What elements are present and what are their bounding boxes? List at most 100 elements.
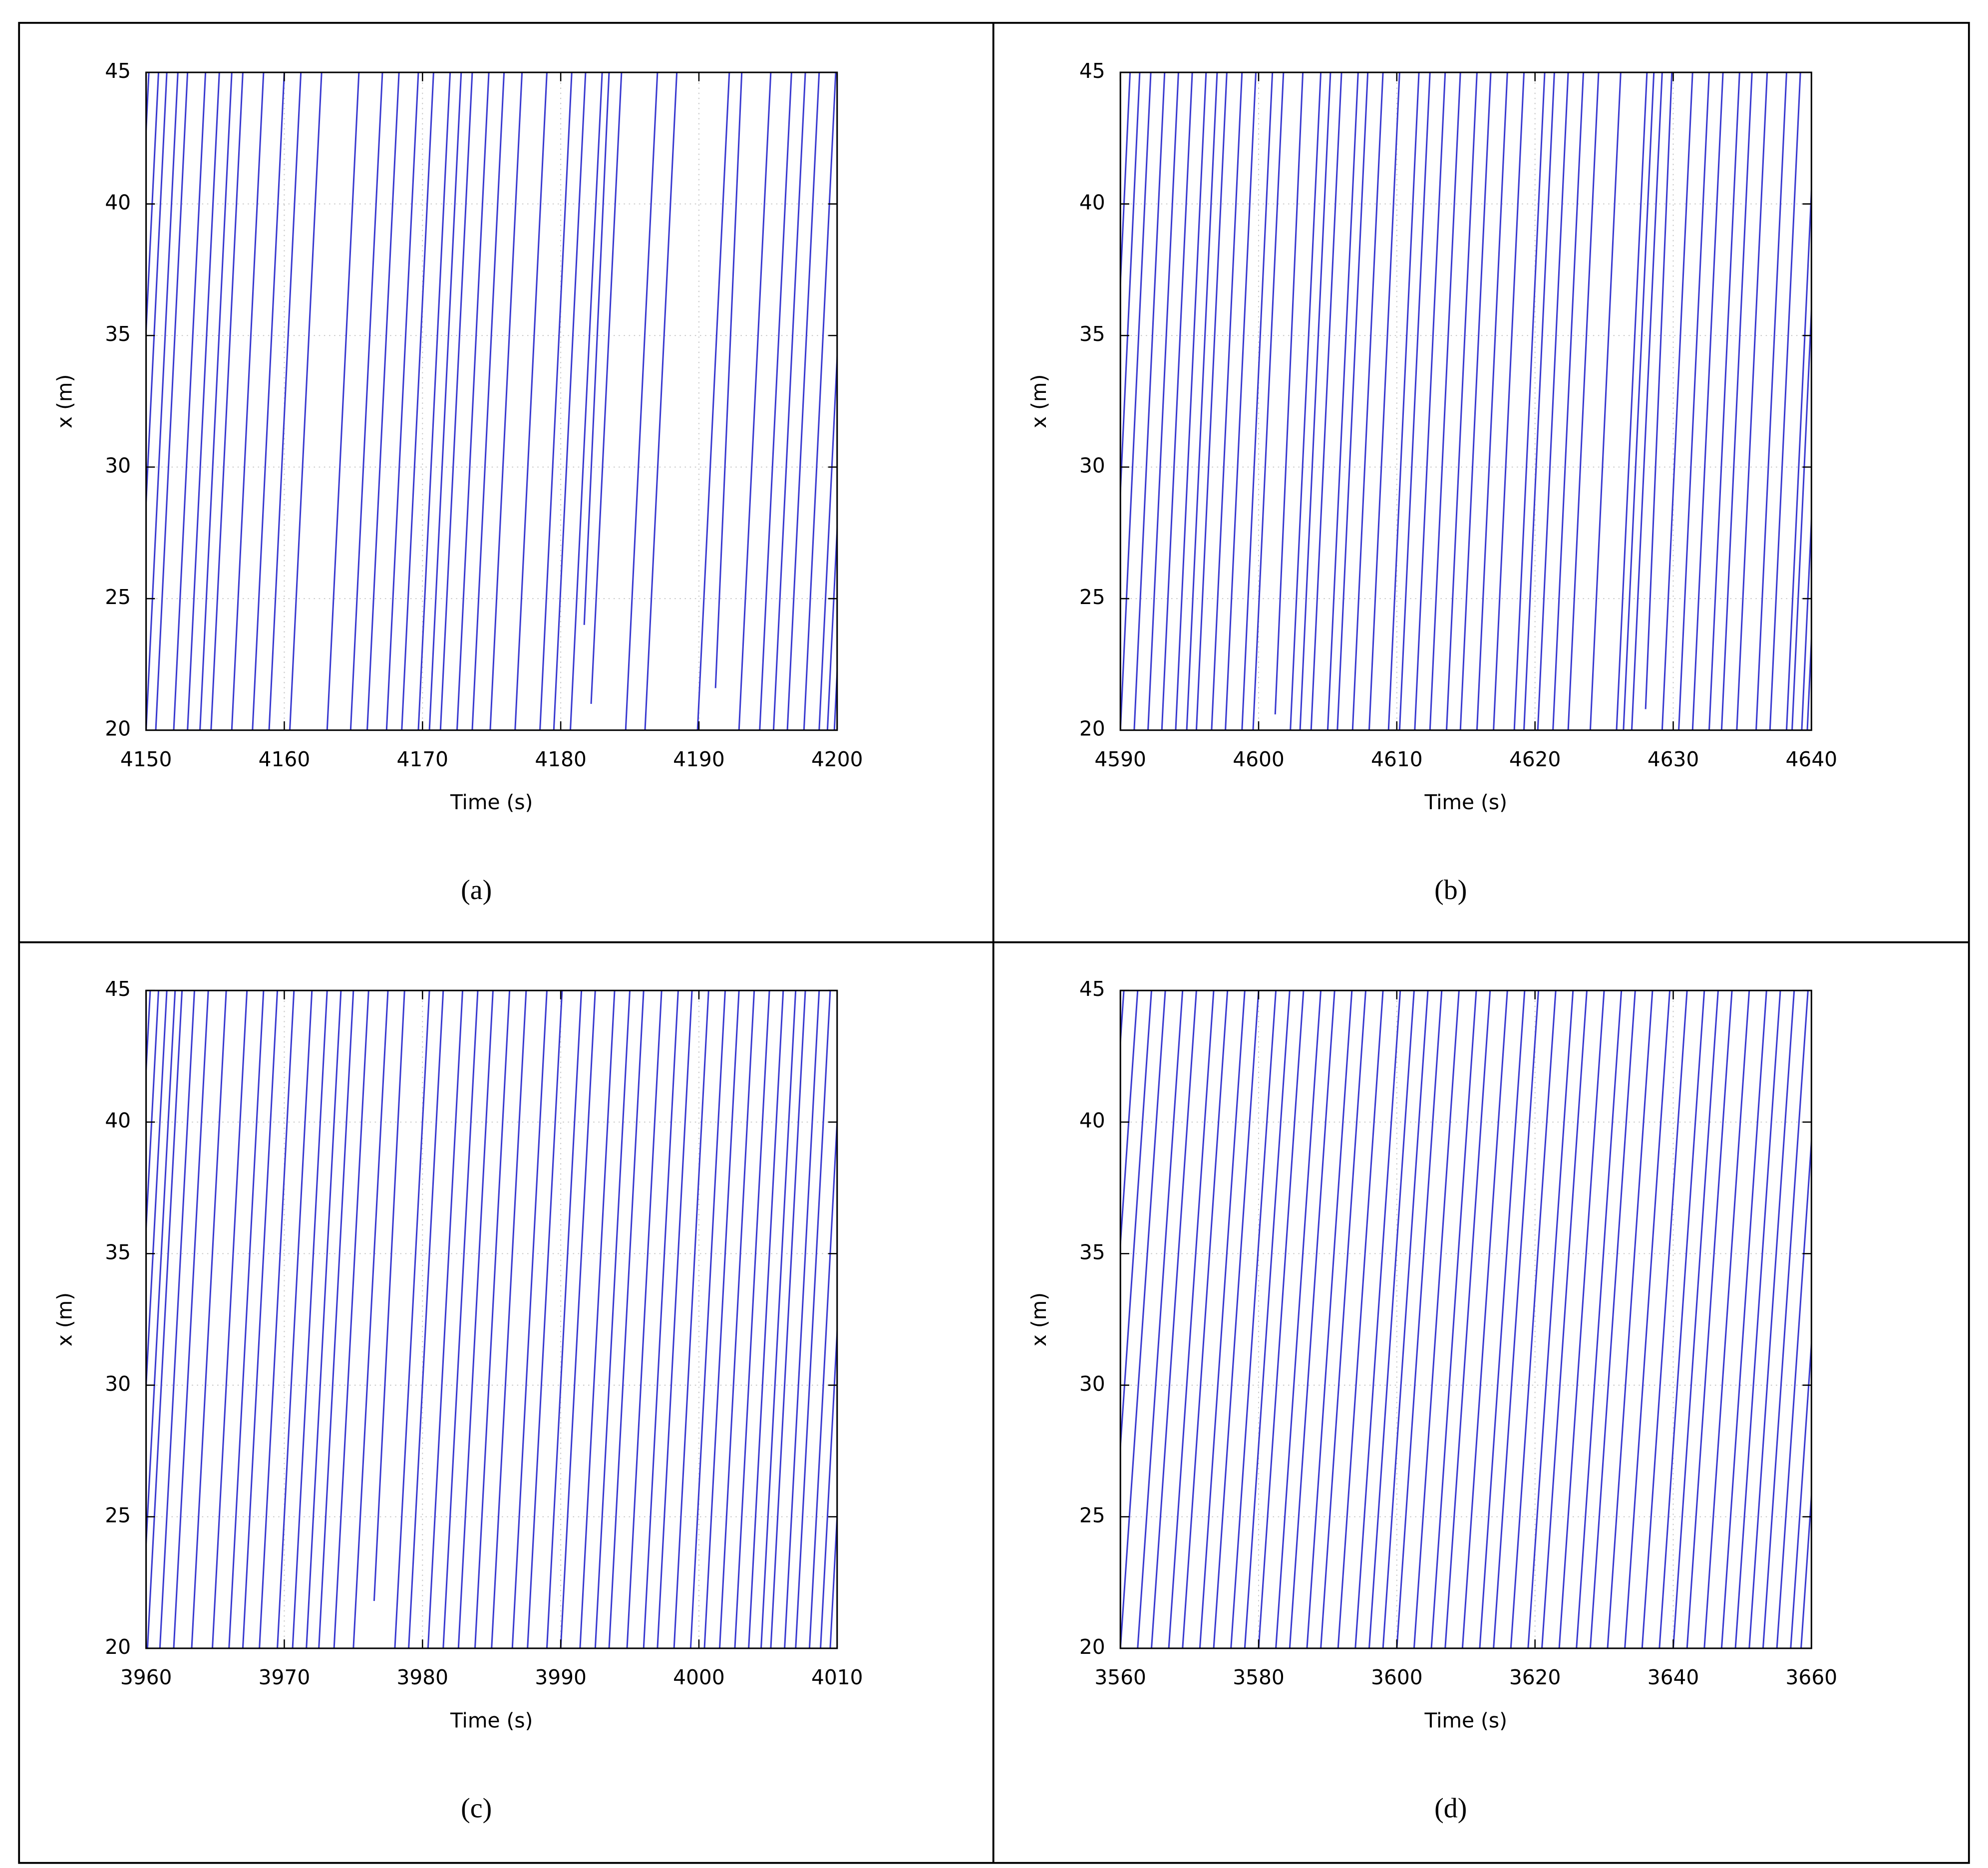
trajectory — [1589, 990, 1636, 1648]
trajectory — [1387, 72, 1420, 730]
y-tick-label: 30 — [1079, 1372, 1105, 1396]
trajectories — [1120, 72, 1812, 730]
trajectory — [428, 72, 462, 730]
trajectory — [1120, 990, 1125, 1052]
trajectory — [1413, 990, 1460, 1648]
trajectories — [146, 72, 837, 730]
trajectory — [1661, 72, 1693, 730]
x-tick-label: 4000 — [673, 1665, 725, 1689]
trajectory — [1211, 72, 1243, 730]
trajectory — [1396, 990, 1443, 1648]
trajectory — [569, 72, 603, 730]
trajectory — [1576, 990, 1623, 1648]
trajectory — [268, 72, 302, 730]
x-tick-label: 4200 — [811, 747, 863, 771]
trajectory — [1429, 72, 1461, 730]
trajectory — [155, 72, 189, 730]
x-axis-label: Time (s) — [1424, 1708, 1507, 1732]
y-tick-label: 40 — [1079, 1109, 1105, 1133]
trajectory — [1230, 990, 1277, 1648]
panel-label: (c) — [461, 1793, 492, 1824]
trajectory — [696, 72, 730, 730]
trajectory — [1120, 990, 1152, 1457]
trajectory — [833, 657, 837, 730]
trajectory — [187, 72, 220, 730]
trajectory — [259, 990, 295, 1648]
trajectory — [1150, 990, 1197, 1648]
x-tick-label: 3560 — [1094, 1665, 1146, 1689]
trajectory — [146, 72, 168, 518]
trajectory — [626, 990, 663, 1648]
trajectory — [474, 990, 511, 1648]
trajectory — [326, 72, 360, 730]
x-tick-label: 3660 — [1786, 1665, 1838, 1689]
trajectory — [373, 990, 405, 1601]
trajectory — [366, 72, 400, 730]
trajectory — [439, 72, 473, 730]
x-tick-label: 3980 — [396, 1665, 448, 1689]
trajectory — [1791, 295, 1812, 730]
plot-frame — [145, 989, 838, 1649]
y-tick-label: 40 — [105, 191, 131, 215]
trajectory — [146, 72, 179, 730]
y-tick-label: 20 — [1079, 1635, 1105, 1659]
trajectory — [1351, 72, 1384, 730]
trajectory — [1567, 72, 1600, 730]
trajectory — [1672, 990, 1719, 1648]
y-tick-label: 40 — [1079, 191, 1105, 215]
trajectory — [1616, 72, 1648, 730]
trajectory — [1258, 990, 1305, 1648]
trajectory — [199, 72, 233, 730]
trajectory — [673, 990, 709, 1648]
trajectory — [456, 72, 490, 730]
trajectory — [173, 72, 207, 730]
trajectory — [1306, 990, 1353, 1648]
trajectory — [306, 990, 342, 1648]
y-tick-label: 45 — [105, 59, 131, 83]
trajectory — [1430, 990, 1477, 1648]
trajectory — [1513, 72, 1546, 730]
trajectory — [718, 990, 755, 1648]
trajectory — [1785, 175, 1812, 730]
trajectory — [1476, 72, 1508, 730]
trajectory — [491, 990, 527, 1648]
trajectory — [1241, 72, 1274, 730]
trajectory — [1558, 990, 1605, 1648]
trajectory — [1734, 990, 1781, 1648]
trajectory — [1641, 990, 1688, 1648]
trajectory — [1541, 990, 1588, 1648]
x-tick-label: 4170 — [396, 747, 448, 771]
trajectory — [1708, 72, 1740, 730]
x-tick-label: 3640 — [1648, 1665, 1699, 1689]
trajectory — [1147, 72, 1179, 730]
y-tick-label: 25 — [1079, 585, 1105, 609]
trajectory — [770, 990, 806, 1648]
trajectory — [759, 72, 792, 730]
trajectory — [1398, 72, 1431, 730]
y-tick-label: 35 — [105, 322, 131, 346]
trajectory — [1678, 72, 1710, 730]
trajectory — [252, 72, 285, 730]
trajectory — [442, 990, 479, 1648]
panel-label: (b) — [1434, 875, 1467, 906]
trajectory — [211, 990, 248, 1648]
trajectory — [527, 990, 563, 1648]
trajectory — [1691, 72, 1724, 730]
trajectory — [146, 990, 151, 1084]
trajectory — [808, 1107, 837, 1648]
trajectory — [1686, 990, 1733, 1648]
y-tick-label: 45 — [1079, 977, 1105, 1001]
y-tick-label: 30 — [105, 454, 131, 478]
trajectory — [1631, 72, 1663, 730]
trajectory — [385, 72, 419, 730]
trajectory — [546, 990, 583, 1648]
trajectory — [786, 72, 820, 730]
trajectory — [514, 72, 548, 730]
trajectory — [590, 72, 623, 704]
x-tick-label: 3580 — [1233, 1665, 1285, 1689]
trajectory — [1703, 990, 1750, 1648]
trajectory — [146, 72, 160, 346]
trajectory — [1552, 72, 1585, 730]
x-tick-label: 3620 — [1509, 1665, 1561, 1689]
trajectory — [734, 990, 770, 1648]
